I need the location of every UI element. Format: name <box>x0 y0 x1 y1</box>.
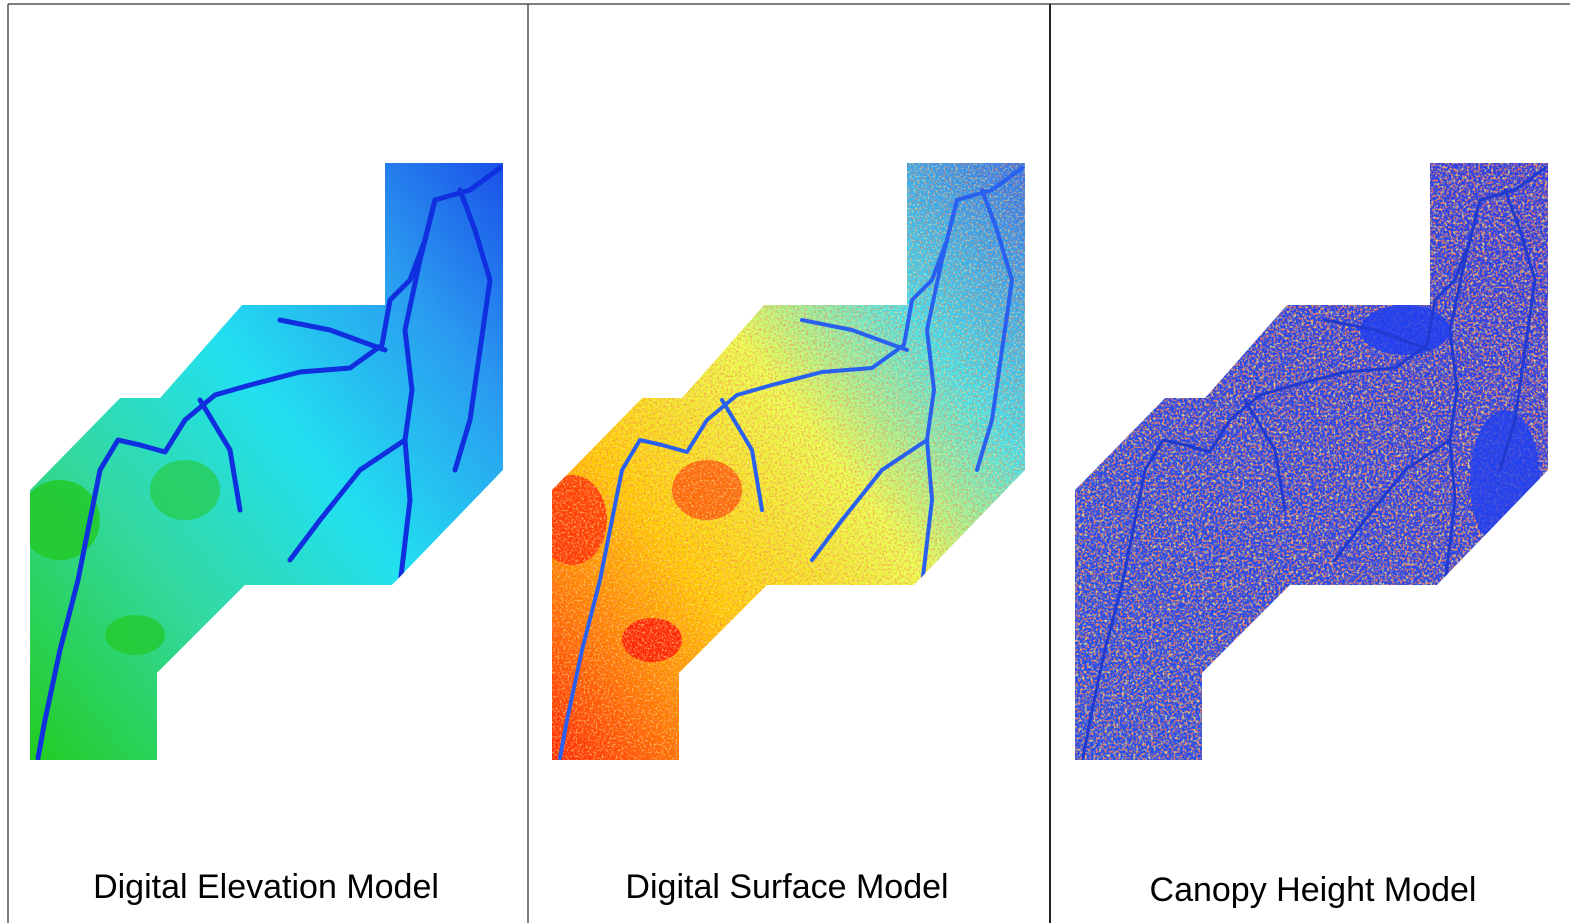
dsm-map <box>522 150 1042 770</box>
panel-label: Canopy Height Model <box>1150 871 1477 909</box>
chm-map <box>1045 150 1565 770</box>
panel-label: Digital Elevation Model <box>93 868 439 906</box>
dem-map <box>20 163 503 760</box>
panel-label: Digital Surface Model <box>625 868 948 906</box>
figure: Digital Elevation Model Digital Surface … <box>0 0 1570 923</box>
